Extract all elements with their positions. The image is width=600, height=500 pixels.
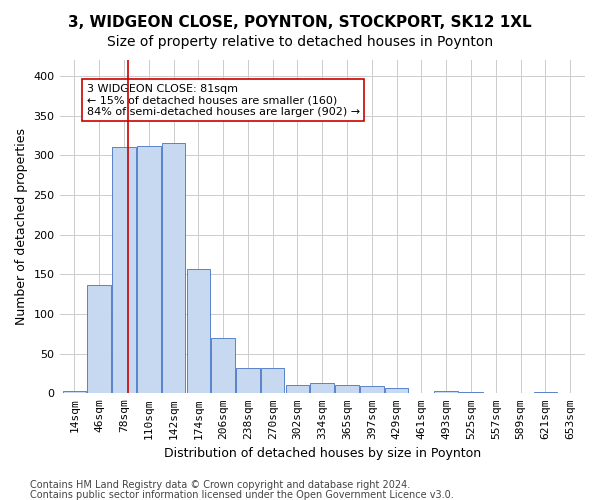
Bar [112, 146, 136, 394]
Bar [236, 368, 260, 394]
Bar [533, 392, 557, 394]
Text: 3, WIDGEON CLOSE, POYNTON, STOCKPORT, SK12 1XL: 3, WIDGEON CLOSE, POYNTON, STOCKPORT, SK… [68, 15, 532, 30]
Bar [459, 392, 483, 394]
Bar [286, 386, 309, 394]
Bar [310, 383, 334, 394]
Text: Contains public sector information licensed under the Open Government Licence v3: Contains public sector information licen… [30, 490, 454, 500]
Bar [261, 368, 284, 394]
Bar [434, 391, 458, 394]
Text: 3 WIDGEON CLOSE: 81sqm
← 15% of detached houses are smaller (160)
84% of semi-de: 3 WIDGEON CLOSE: 81sqm ← 15% of detached… [87, 84, 360, 117]
Bar [162, 142, 185, 394]
Bar [88, 286, 111, 394]
Bar [62, 391, 86, 394]
Bar [360, 386, 383, 394]
Text: Size of property relative to detached houses in Poynton: Size of property relative to detached ho… [107, 35, 493, 49]
X-axis label: Distribution of detached houses by size in Poynton: Distribution of detached houses by size … [164, 447, 481, 460]
Bar [335, 386, 359, 394]
Bar [211, 338, 235, 394]
Y-axis label: Number of detached properties: Number of detached properties [15, 128, 28, 325]
Bar [137, 146, 161, 394]
Bar [187, 268, 210, 394]
Text: Contains HM Land Registry data © Crown copyright and database right 2024.: Contains HM Land Registry data © Crown c… [30, 480, 410, 490]
Bar [385, 388, 409, 394]
